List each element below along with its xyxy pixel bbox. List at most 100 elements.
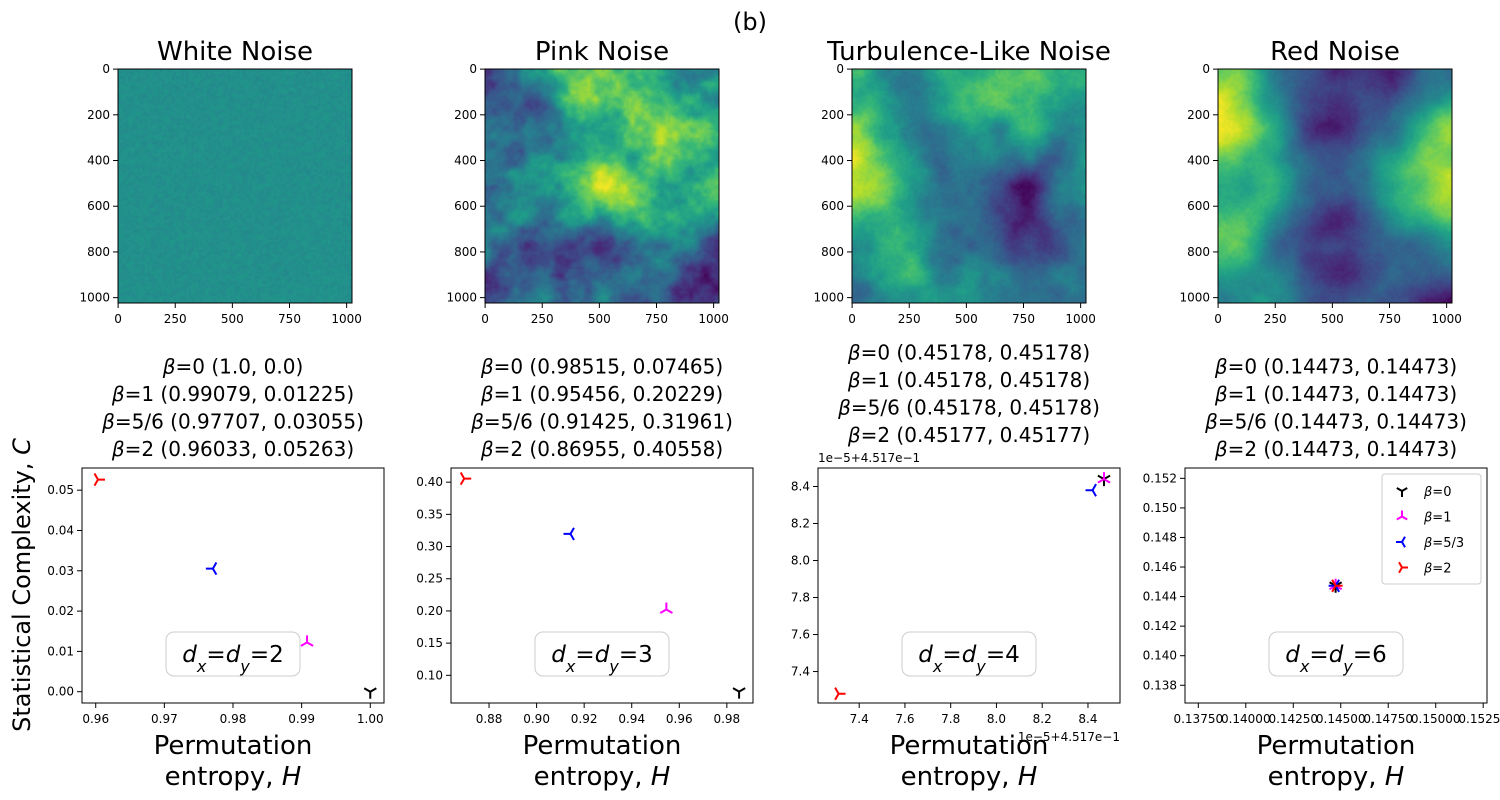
panel-2: Pink Noise 0 250 500 750 1000 0 200 400 600 800 100… xyxy=(416,37,754,792)
image-y-tick-label: 800 xyxy=(821,245,844,259)
y-tick-label: 0.35 xyxy=(416,507,443,521)
image-y-tick-label: 600 xyxy=(1187,199,1210,213)
image-y-tick-label: 600 xyxy=(454,199,477,213)
image-frame xyxy=(851,68,1087,304)
x-tick-label: 0.96 xyxy=(666,712,693,726)
x-axis-label: entropy, H xyxy=(165,762,302,792)
y-tick-label: 0.138 xyxy=(1143,678,1177,692)
dimension-box xyxy=(1268,631,1404,677)
noise-image xyxy=(852,69,1086,303)
y-tick-label: 0.150 xyxy=(1143,501,1177,515)
stats-line: β=0 (0.45178, 0.45178) xyxy=(847,341,1090,365)
image-y-tick-label: 400 xyxy=(821,154,844,168)
image-y-tick-label: 1000 xyxy=(1179,291,1210,305)
y-tick-label: 0.15 xyxy=(416,636,443,650)
x-tick-label: 0.13750 xyxy=(1173,712,1223,726)
image-frame xyxy=(117,68,353,304)
y-tick-label: 7.8 xyxy=(791,591,810,605)
y-tick-label: 0.40 xyxy=(416,475,443,489)
x-tick-label: 0.98 xyxy=(713,712,740,726)
dimension-label: dx=dy=4 xyxy=(918,642,1019,676)
panel-title: Pink Noise xyxy=(535,37,669,67)
panels: White Noise 0 250 500 750 1000 0 200 400 600 800 10… xyxy=(47,37,1500,792)
image-y-tick-label: 200 xyxy=(454,108,477,122)
y-tick-label: 0.144 xyxy=(1143,590,1177,604)
x-axis-label: Permutation xyxy=(890,731,1049,761)
image-x-tick-label: 750 xyxy=(1378,312,1401,326)
panel-title: Red Noise xyxy=(1270,37,1400,67)
image-x-tick-label: 250 xyxy=(164,312,187,326)
image-x-tick-label: 0 xyxy=(1214,312,1222,326)
data-point xyxy=(563,527,575,541)
data-point xyxy=(1331,579,1343,593)
y-tick-label: 0.146 xyxy=(1143,560,1177,574)
noise-image xyxy=(1218,69,1452,303)
stats-line: β=2 (0.96033, 0.05263) xyxy=(111,437,354,461)
image-x-tick-label: 500 xyxy=(1321,312,1344,326)
stats-line: β=5/6 (0.91425, 0.31961) xyxy=(470,410,733,434)
stats-line: β=1 (0.99079, 0.01225) xyxy=(111,382,354,406)
stats-line: β=5/6 (0.97707, 0.03055) xyxy=(101,410,364,434)
x-tick-label: 8.0 xyxy=(987,712,1006,726)
stats-line: β=0 (0.98515, 0.07465) xyxy=(480,355,723,379)
y-tick-label: 0.30 xyxy=(416,540,443,554)
x-tick-label: 0.92 xyxy=(571,712,598,726)
image-y-tick-label: 0 xyxy=(469,62,477,76)
image-y-tick-label: 400 xyxy=(454,154,477,168)
image-y-tick-label: 800 xyxy=(454,245,477,259)
y-tick-label: 0.148 xyxy=(1143,530,1177,544)
dimension-label: dx=dy=3 xyxy=(551,642,652,676)
stats-line: β=0 (1.0, 0.0) xyxy=(162,355,304,379)
stats-line: β=1 (0.14473, 0.14473) xyxy=(1214,382,1457,406)
figure-label: (b) xyxy=(733,8,767,36)
x-axis-label: entropy, H xyxy=(534,762,671,792)
panel-title: Turbulence-Like Noise xyxy=(826,37,1111,67)
image-y-tick-label: 800 xyxy=(1187,245,1210,259)
dimension-box xyxy=(901,631,1037,677)
x-tick-label: 1.00 xyxy=(357,712,384,726)
y-tick-label: 0.03 xyxy=(47,564,74,578)
legend-frame xyxy=(1381,473,1482,585)
x-tick-label: 0.88 xyxy=(476,712,503,726)
y-tick-label: 0.00 xyxy=(47,685,74,699)
x-tick-label: 0.94 xyxy=(618,712,645,726)
image-frame xyxy=(1217,68,1453,304)
image-y-tick-label: 200 xyxy=(821,108,844,122)
image-x-tick-label: 0 xyxy=(114,312,122,326)
y-tick-label: 0.25 xyxy=(416,572,443,586)
image-y-tick-label: 800 xyxy=(87,245,110,259)
dimension-label: dx=dy=2 xyxy=(182,642,283,676)
x-tick-label: 0.97 xyxy=(151,712,178,726)
data-point xyxy=(300,635,314,647)
image-y-tick-label: 1000 xyxy=(446,291,477,305)
y-tick-label: 0.05 xyxy=(47,483,74,497)
image-x-tick-label: 1000 xyxy=(1065,312,1096,326)
stats-line: β=2 (0.45177, 0.45177) xyxy=(847,423,1090,447)
x-tick-label: 0.99 xyxy=(288,712,315,726)
image-x-tick-label: 250 xyxy=(1264,312,1287,326)
y-tick-label: 8.2 xyxy=(791,517,810,531)
legend-label: β=5/3 xyxy=(1423,536,1464,551)
stats-line: β=1 (0.95456, 0.20229) xyxy=(480,382,723,406)
image-x-tick-label: 500 xyxy=(588,312,611,326)
x-tick-label: 0.90 xyxy=(523,712,550,726)
panel-1: White Noise 0 250 500 750 1000 0 200 400 600 800 10… xyxy=(47,37,385,792)
legend-marker xyxy=(1396,510,1408,521)
legend-label: β=0 xyxy=(1423,485,1451,500)
image-x-tick-label: 750 xyxy=(278,312,301,326)
image-y-tick-label: 600 xyxy=(821,199,844,213)
legend-marker xyxy=(1396,487,1408,497)
data-point xyxy=(1085,483,1097,497)
x-axis-label: Permutation xyxy=(1257,731,1416,761)
x-axis-label: entropy, H xyxy=(1268,762,1405,792)
image-frame xyxy=(484,68,720,304)
dimension-box xyxy=(165,631,301,677)
image-x-tick-label: 1000 xyxy=(331,312,362,326)
panel-4: Red Noise 0 250 500 750 1000 0 200 400 600 800 1000… xyxy=(1143,37,1500,792)
x-axis-label: Permutation xyxy=(154,731,313,761)
stats-line: β=1 (0.45178, 0.45178) xyxy=(847,368,1090,392)
dimension-box xyxy=(534,631,670,677)
stats-line: β=2 (0.86955, 0.40558) xyxy=(480,437,723,461)
image-x-tick-label: 250 xyxy=(898,312,921,326)
